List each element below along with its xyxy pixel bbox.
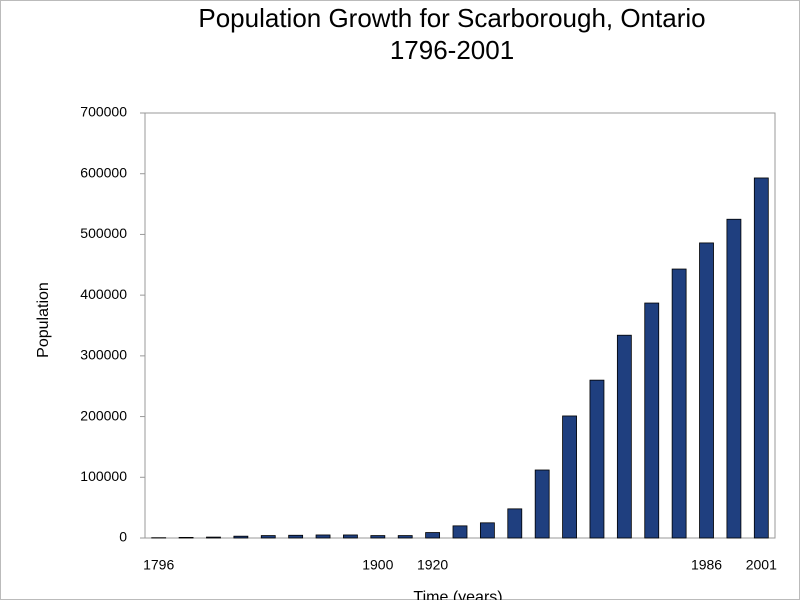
chart-subtitle: 1796-2001 — [390, 35, 514, 65]
y-tick-label: 300000 — [80, 347, 127, 363]
x-tick-label: 1796 — [143, 557, 174, 573]
bar — [616, 334, 632, 539]
bar — [425, 532, 441, 539]
bar — [699, 242, 714, 539]
bar — [370, 535, 386, 539]
y-tick-label: 0 — [119, 529, 127, 545]
y-tick-label: 200000 — [80, 407, 127, 423]
bar — [233, 535, 249, 539]
x-tick-label: 2001 — [746, 557, 777, 573]
bar — [671, 268, 687, 539]
bar — [397, 535, 413, 539]
bar — [589, 379, 605, 539]
y-tick-label: 600000 — [80, 164, 127, 180]
bar — [562, 415, 577, 539]
bar — [726, 218, 742, 539]
x-tick-label: 1900 — [362, 557, 393, 573]
bar — [479, 522, 495, 539]
bar — [260, 535, 276, 539]
bar — [534, 469, 550, 539]
y-tick-label: 400000 — [80, 286, 127, 302]
bar — [753, 177, 769, 539]
bar — [178, 536, 194, 539]
bar — [644, 302, 660, 539]
y-tick-label: 100000 — [80, 468, 127, 484]
bar — [343, 534, 358, 539]
x-tick-label: 1920 — [417, 557, 448, 573]
y-axis-label: Population — [35, 282, 52, 358]
x-tick-label: 1986 — [691, 557, 722, 573]
bar — [507, 508, 523, 539]
y-tick-label: 500000 — [80, 225, 127, 241]
bar — [452, 525, 468, 539]
x-axis-label: Time (years) — [413, 589, 502, 600]
chart-title: Population Growth for Scarborough, Ontar… — [198, 3, 705, 33]
bar — [206, 536, 221, 539]
y-tick-label: 700000 — [80, 104, 127, 120]
bar — [288, 534, 304, 539]
bar — [315, 534, 331, 539]
